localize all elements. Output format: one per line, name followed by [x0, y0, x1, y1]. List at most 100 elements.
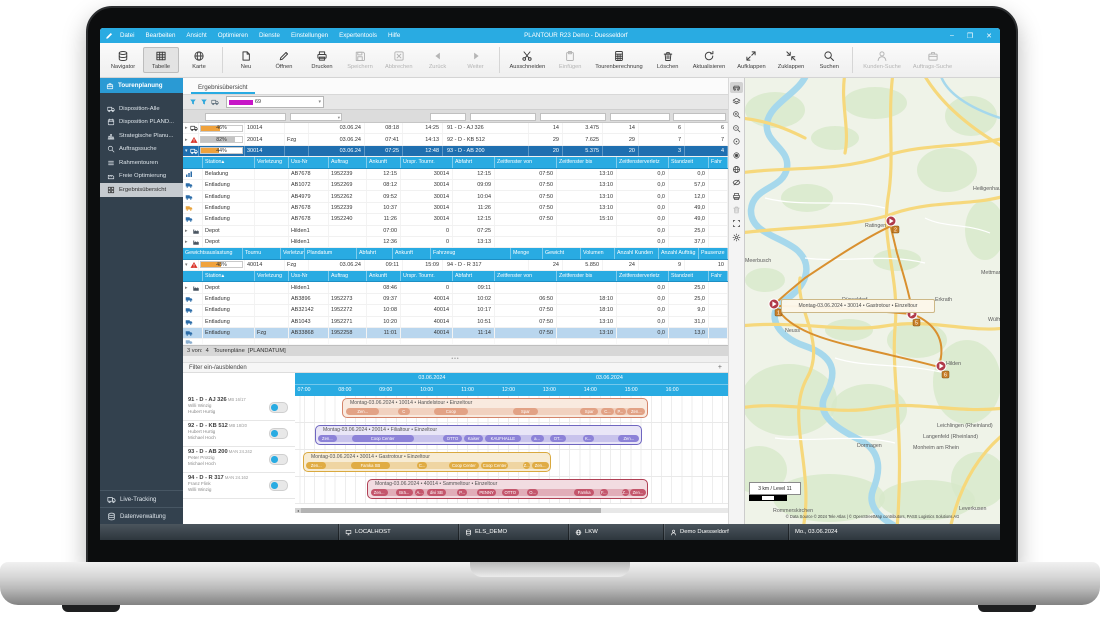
sidebar-item-strategische-planu-[interactable]: Strategische Planu...: [100, 129, 183, 143]
tour-row-10014[interactable]: ▸ 46% 10014 03.06.24 08:18 14:25 91 - D - AJ 3…: [183, 123, 728, 135]
gantt-stop[interactable]: C...: [601, 408, 614, 416]
gantt-stop[interactable]: Spar: [513, 408, 538, 416]
column-header[interactable]: Station ▴: [203, 157, 255, 168]
map-tool-select-area[interactable]: [730, 218, 743, 229]
menu-item-einstellungen[interactable]: Einstellungen: [290, 32, 329, 39]
station-row[interactable]: ▸ Depot Hilden1 12:36 0 13:13 0,0 37,0: [183, 236, 728, 249]
gantt-bar-92-d-kb-512[interactable]: Montag-03.06.2024 • 20014 • Filialtour •…: [315, 425, 642, 446]
gantt-stop[interactable]: C: [397, 408, 410, 416]
gantt-stop[interactable]: PENNY: [476, 489, 497, 497]
gantt-stop[interactable]: Famka: [574, 489, 594, 497]
gantt-stop[interactable]: OT...: [550, 435, 567, 443]
collapse-row-icon[interactable]: ▾: [185, 261, 188, 268]
scrollbar-thumb[interactable]: [301, 508, 601, 514]
column-header[interactable]: Gewichtsauslastung: [183, 248, 243, 259]
column-filter-input[interactable]: [205, 112, 286, 121]
gantt-stop[interactable]: Zen...: [627, 408, 646, 416]
tour-row-40014[interactable]: ▾ 48% 40014 Fzg 03.06.24 09:11 15:09 94 - D - R…: [183, 259, 728, 272]
column-filter-input[interactable]: [610, 112, 670, 121]
toolbar-navigator-button[interactable]: Navigator: [105, 47, 141, 73]
tour-visibility-toggle[interactable]: [269, 480, 288, 491]
column-header[interactable]: Volumen: [581, 248, 615, 259]
toolbar-tourenberechnung-button[interactable]: Tourenberechnung: [590, 47, 647, 73]
gantt-stop[interactable]: A...: [415, 489, 424, 497]
gantt-stop[interactable]: Zen...: [618, 435, 640, 443]
gantt-stop[interactable]: divi SB: [426, 489, 447, 497]
map-tool-eye-off[interactable]: [730, 177, 743, 188]
sidebar-item-live-tracking[interactable]: Live-Tracking: [100, 490, 183, 507]
map-tool-locate[interactable]: [730, 136, 743, 147]
map-panel[interactable]: HeiligenhausRatingenMettmannMeerbuschDüs…: [745, 78, 1000, 524]
column-header[interactable]: Anzahl Kunden: [615, 248, 659, 259]
column-header[interactable]: Fahr: [709, 271, 728, 282]
toolbar-neu-button[interactable]: Neu: [228, 47, 264, 73]
gantt-bar-94-d-r-317[interactable]: Montag-03.06.2024 • 40014 • Sammeltour •…: [367, 479, 648, 500]
column-header[interactable]: Uss-Nr: [289, 271, 329, 282]
gantt-stop[interactable]: Zen...: [346, 408, 380, 416]
menu-item-bearbeiten[interactable]: Bearbeiten: [145, 32, 176, 39]
gantt-stop[interactable]: F...: [599, 489, 608, 497]
map-tool-vehicle[interactable]: [730, 82, 743, 93]
tab-ergebnisuebersicht[interactable]: Ergebnisübersicht: [191, 82, 255, 94]
horizontal-scrollbar[interactable]: ◂: [295, 508, 728, 514]
close-icon[interactable]: ✕: [986, 32, 992, 40]
column-header[interactable]: Ankunft: [367, 157, 401, 168]
column-header[interactable]: Standzeit: [669, 271, 709, 282]
station-row[interactable]: Beladung AB7678 1952239 12:15 30014 12:15 07:5…: [183, 168, 728, 180]
column-header[interactable]: Station ▴: [203, 271, 255, 282]
station-row[interactable]: Entladung Fzg AB33868 1952258 11:01 40014 11:1…: [183, 328, 728, 340]
column-header[interactable]: Zeitfenster bis: [557, 157, 617, 168]
station-row[interactable]: Entladung AB3896 1952273 09:37 40014 10:02 06:…: [183, 293, 728, 306]
station-row[interactable]: Entladung AB32142 1952272 10:08 40014 10:17 07…: [183, 305, 728, 317]
gantt-stop[interactable]: Zen...: [306, 462, 327, 470]
toolbar-drucken-button[interactable]: Drucken: [304, 47, 340, 73]
column-header[interactable]: Verletzung: [255, 157, 289, 168]
toolbar-aktualisieren-button[interactable]: Aktualisieren: [688, 47, 731, 73]
column-header[interactable]: Gewicht: [543, 248, 581, 259]
gantt-stop[interactable]: Coop: [434, 408, 468, 416]
station-row[interactable]: Entladung AB7678 1952239 10:37 30014 11:26 07:…: [183, 202, 728, 215]
expand-row-icon[interactable]: ▸: [185, 227, 188, 234]
expand-row-icon[interactable]: ▸: [185, 239, 188, 246]
map-marker[interactable]: 1: [768, 298, 783, 317]
column-header[interactable]: Urspr. Tournr.: [401, 157, 453, 168]
sidebar-item-disposition-pland-[interactable]: Disposition PLAND...: [100, 116, 183, 130]
map-tool-globe[interactable]: [730, 164, 743, 175]
column-header[interactable]: Zeitfensterverletz: [617, 157, 669, 168]
minimize-icon[interactable]: –: [949, 32, 954, 39]
column-header[interactable]: Verletzung: [281, 248, 305, 259]
column-header[interactable]: Zeitfenster von: [495, 157, 557, 168]
column-filter-input[interactable]: [430, 112, 466, 121]
collapse-row-icon[interactable]: ▾: [185, 147, 188, 154]
map-tool-zoom-in[interactable]: [730, 109, 743, 120]
tour-filter-combobox[interactable]: 69 ▾: [226, 96, 324, 108]
sidebar-item-freie-optimierung[interactable]: Freie Optimierung: [100, 170, 183, 184]
gantt-bar-91-d-aj-326[interactable]: Montag-03.06.2024 • 10014 • Handelstour …: [342, 398, 648, 419]
map-tool-locate-filled[interactable]: [730, 150, 743, 161]
station-row[interactable]: ▸ Depot Hilden1 07:00 0 07:25 0,0 25,0: [183, 225, 728, 237]
sidebar-item-rahmentouren[interactable]: Rahmentouren: [100, 156, 183, 170]
gantt-stop[interactable]: P...: [457, 489, 468, 497]
gantt-stop[interactable]: Spar: [580, 408, 599, 416]
sidebar-item-ergebnisübersicht[interactable]: Ergebnisübersicht: [100, 183, 183, 197]
column-header[interactable]: Zeitfenster von: [495, 271, 557, 282]
sidebar-item-datenverwaltung[interactable]: Datenverwaltung: [100, 507, 183, 524]
column-header[interactable]: Abfahrt: [357, 248, 393, 259]
column-header[interactable]: Tournu: [243, 248, 281, 259]
map-marker[interactable]: 2: [885, 215, 900, 234]
column-header[interactable]: Urspr. Tournr.: [401, 271, 453, 282]
column-header[interactable]: Standzeit: [669, 157, 709, 168]
station-row[interactable]: ▸ Depot Hilden1 08:46 0 09:11 0,0 25,0: [183, 282, 728, 294]
add-icon[interactable]: +: [717, 364, 722, 372]
column-header[interactable]: Ankunft: [393, 248, 431, 259]
column-header[interactable]: Auftrag: [329, 157, 367, 168]
gantt-stop[interactable]: K...: [582, 435, 594, 443]
gantt-stop[interactable]: O...: [527, 489, 539, 497]
gantt-stop[interactable]: OTTO: [442, 435, 463, 443]
gantt-bar-93-d-ab-200[interactable]: Montag-03.06.2024 • 30014 • Gastrotour •…: [303, 452, 551, 473]
column-header[interactable]: Fahr: [709, 157, 728, 168]
tour-row-20014[interactable]: ▸ 82% 20014 Fzg 03.06.24 07:41 14:13 92 - D - K…: [183, 134, 728, 146]
column-header[interactable]: Plandatum: [305, 248, 357, 259]
toolbar-ausschneiden-button[interactable]: Ausschneiden: [505, 47, 551, 73]
menu-item-hilfe[interactable]: Hilfe: [387, 32, 401, 39]
